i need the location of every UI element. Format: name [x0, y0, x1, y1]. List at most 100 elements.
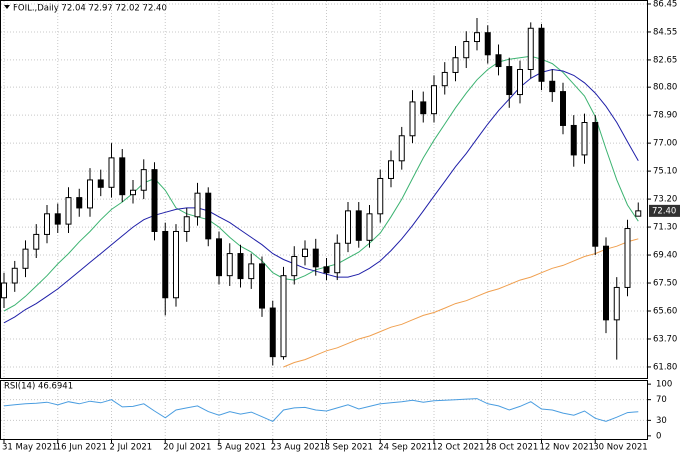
- candle-body: [538, 27, 545, 82]
- candle-body: [409, 101, 416, 137]
- candle-body: [237, 253, 244, 280]
- candle-body: [592, 122, 599, 247]
- candle-body: [87, 179, 93, 209]
- x-tick-label: 16 Jun 2021: [56, 443, 107, 453]
- y-tick-label: 65.60: [653, 306, 677, 316]
- candle-body: [65, 197, 72, 225]
- candle-body: [484, 32, 491, 56]
- candle-body: [119, 157, 126, 196]
- candle-body: [22, 248, 29, 269]
- candle-body: [398, 135, 405, 162]
- candle-body: [474, 32, 480, 43]
- y-tick-label: 78.90: [653, 111, 677, 121]
- candle-body: [151, 169, 158, 232]
- line: [3, 68, 639, 324]
- rsi-tick-label: 0: [656, 431, 661, 441]
- candle-body: [506, 66, 513, 96]
- y-tick-label: 73.20: [653, 195, 677, 205]
- candle-body: [44, 213, 50, 235]
- y-tick-label: 80.80: [653, 83, 677, 93]
- line: [3, 398, 639, 422]
- candle-body: [54, 213, 61, 225]
- rsi-tick-label: 100: [656, 380, 672, 390]
- candle-body: [248, 263, 255, 280]
- candle-body: [388, 160, 394, 179]
- x-tick-label: 5 Aug 2021: [217, 443, 266, 453]
- y-tick-label: 84.55: [653, 27, 677, 37]
- x-tick-label: 23 Aug 2021: [271, 443, 325, 453]
- candle-body: [355, 210, 362, 241]
- candle-body: [624, 228, 631, 288]
- x-tick-label: 28 Oct 2021: [486, 443, 539, 453]
- candle-body: [183, 216, 190, 232]
- x-tick-label: 8 Sep 2021: [325, 443, 373, 453]
- x-tick-label: 20 Jul 2021: [163, 443, 211, 453]
- x-tick-label: 31 May 2021: [2, 443, 57, 453]
- candle-body: [570, 124, 577, 156]
- candle-body: [366, 213, 373, 241]
- candle-body: [635, 210, 642, 217]
- price-marker: [649, 204, 680, 217]
- candle-body: [613, 286, 620, 321]
- candle-body: [312, 248, 319, 268]
- candle-body: [452, 57, 459, 73]
- rsi-title: RSI(14) 46.6941: [4, 382, 73, 392]
- price-pane: [0, 0, 648, 379]
- line: [283, 238, 639, 368]
- candle-body: [603, 245, 609, 321]
- candle-body: [377, 177, 384, 215]
- y-tick-label: 75.10: [653, 167, 677, 177]
- rsi-tick-label: 70: [656, 395, 667, 405]
- candle-body: [140, 169, 147, 191]
- candle-body: [431, 85, 437, 115]
- candle-body: [323, 266, 330, 274]
- candle-body: [334, 242, 341, 274]
- rsi-pane: [0, 380, 648, 440]
- candle-body: [302, 248, 308, 258]
- y-tick-label: 82.65: [653, 55, 677, 65]
- rsi-tick-label: 30: [656, 416, 667, 426]
- candle-body: [226, 253, 233, 277]
- x-tick-label: 2 Jul 2021: [110, 443, 153, 453]
- y-tick-label: 71.30: [653, 223, 677, 233]
- candle-body: [345, 210, 351, 244]
- y-tick-label: 86.45: [653, 0, 677, 9]
- candle-body: [560, 91, 566, 126]
- candle-body: [97, 179, 104, 188]
- x-tick-label: 30 Nov 2021: [593, 443, 647, 453]
- candle-body: [291, 256, 298, 277]
- candle-body: [495, 54, 502, 68]
- candle-body: [216, 238, 222, 277]
- candle-body: [527, 27, 534, 71]
- menu-arrow[interactable]: [4, 5, 10, 9]
- candle-body: [463, 41, 470, 59]
- candle-body: [280, 275, 287, 358]
- y-tick-label: 69.40: [653, 251, 677, 261]
- candle-body: [173, 230, 179, 299]
- candle-body: [259, 263, 265, 309]
- candle-body: [11, 267, 18, 284]
- y-tick-label: 61.80: [653, 362, 677, 372]
- price-marker-label: 72.40: [652, 206, 676, 216]
- candle-body: [517, 69, 523, 96]
- y-tick-label: 67.50: [653, 279, 677, 289]
- x-tick-label: 12 Oct 2021: [432, 443, 485, 453]
- candle-body: [549, 80, 556, 93]
- candle-body: [441, 71, 448, 87]
- candle-body: [130, 189, 136, 196]
- y-tick-label: 63.70: [653, 334, 677, 344]
- candle-body: [108, 157, 115, 188]
- candle-body: [269, 307, 276, 358]
- x-tick-label: 12 Nov 2021: [540, 443, 594, 453]
- candle-body: [205, 192, 212, 240]
- candle-body: [162, 230, 169, 299]
- candle-body: [1, 282, 7, 299]
- candle-body: [194, 192, 201, 218]
- y-tick-label: 77.00: [653, 139, 677, 149]
- candle-body: [581, 122, 588, 156]
- x-tick-label: 24 Sep 2021: [378, 443, 432, 453]
- candle-body: [33, 233, 40, 250]
- candle-body: [76, 197, 83, 209]
- candle-body: [420, 101, 427, 115]
